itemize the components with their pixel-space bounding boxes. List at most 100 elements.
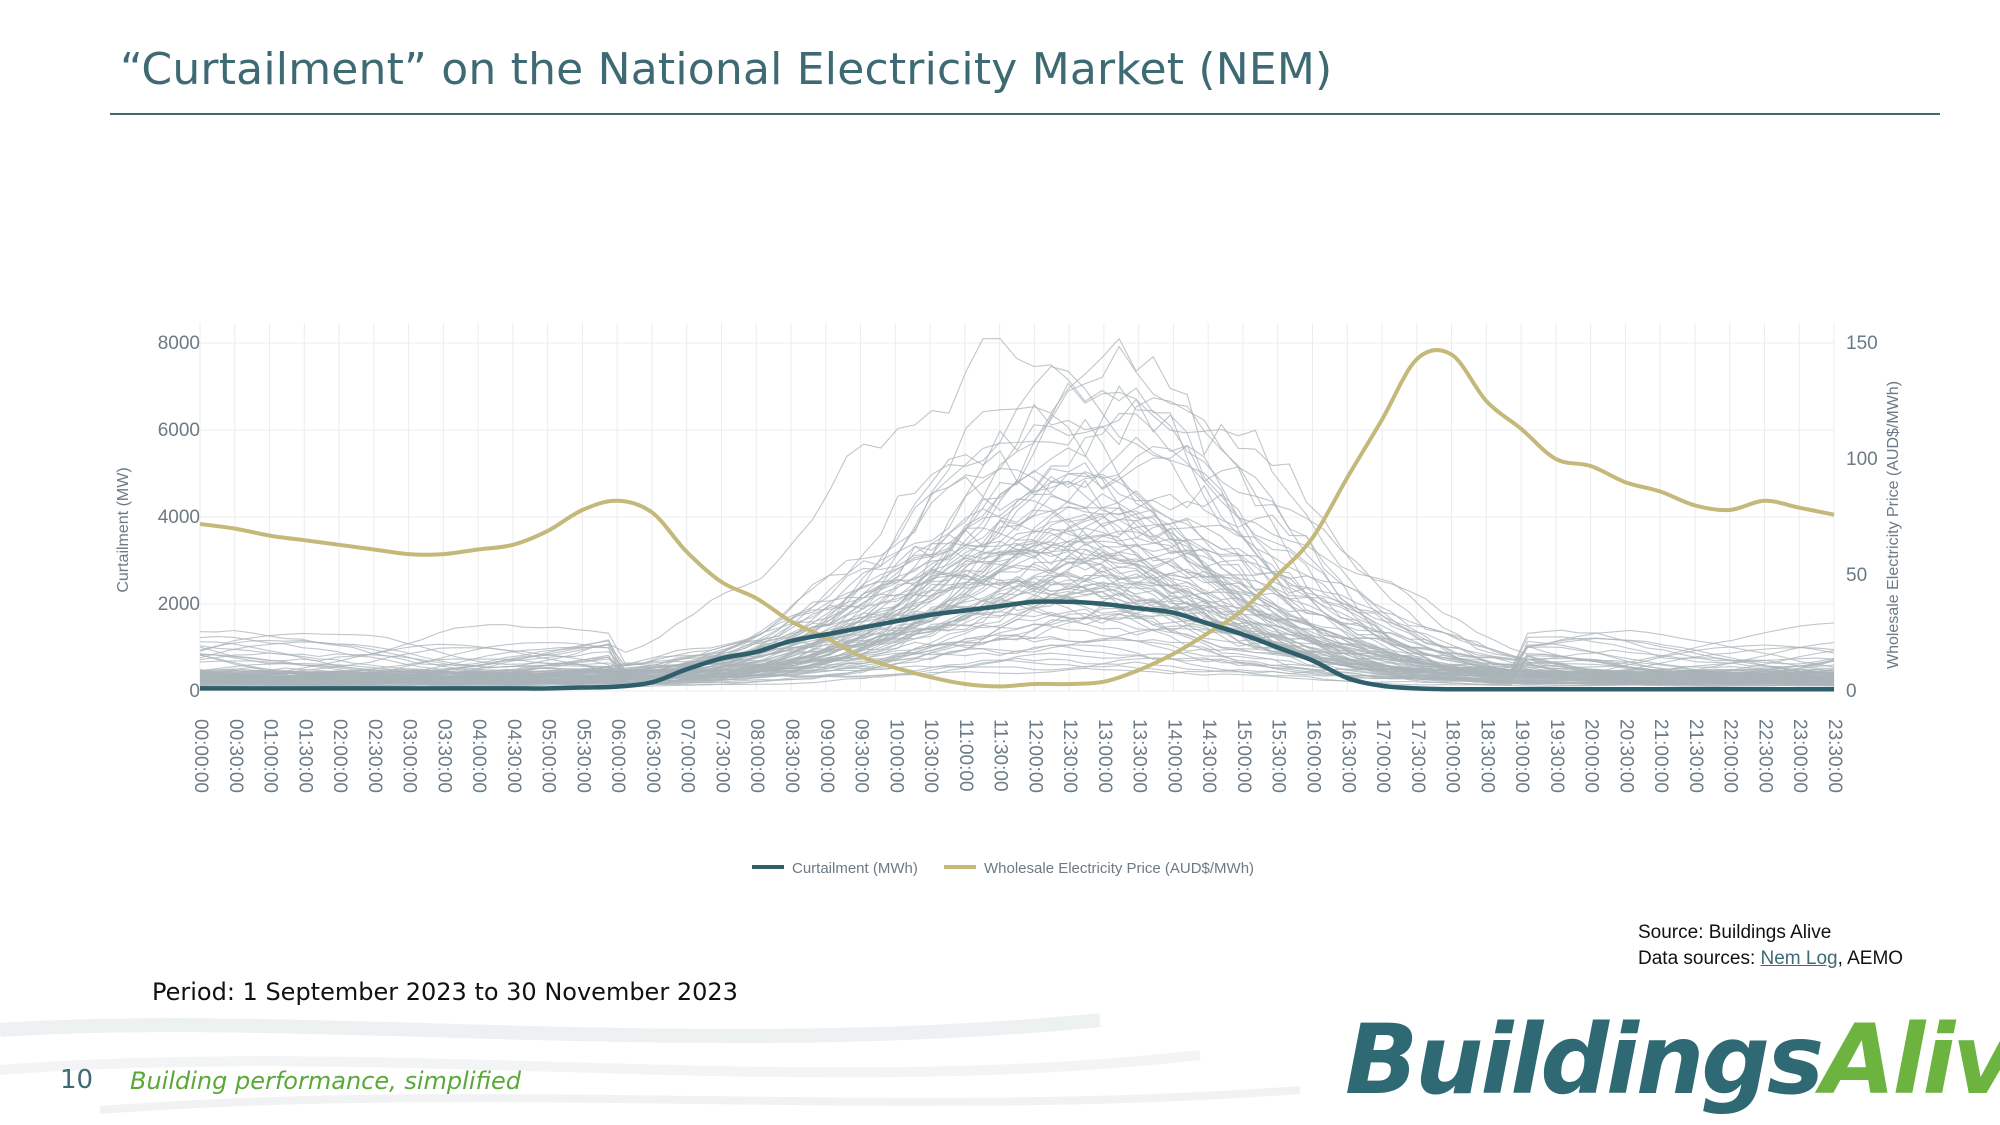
nem-log-link[interactable]: Nem Log (1760, 948, 1838, 969)
daily-curtailment-lines (199, 337, 1835, 688)
x-tick-label: 03:30:00 (433, 719, 454, 793)
y-left-tick-label: 8000 (158, 333, 200, 354)
legend-label-price: Wholesale Electricity Price (AUD$/MWh) (984, 860, 1254, 877)
daily-curtailment-line (199, 578, 1835, 679)
x-tick-label: 02:00:00 (329, 719, 350, 793)
daily-curtailment-line (199, 538, 1835, 686)
x-tick-label: 03:00:00 (399, 719, 420, 793)
slide-title: “Curtailment” on the National Electricit… (120, 44, 1333, 95)
curtailment-series-line (199, 599, 1834, 692)
x-tick-label: 12:00:00 (1024, 719, 1045, 793)
page-number: 10 (60, 1065, 94, 1095)
logo-word-buildings: Buildings (1345, 1004, 1824, 1116)
daily-curtailment-line (199, 549, 1835, 677)
x-tick-label: 05:00:00 (538, 719, 559, 793)
y-right-tick-label: 150 (1846, 333, 1878, 354)
x-tick-label: 17:30:00 (1407, 719, 1428, 793)
x-tick-label: 14:00:00 (1163, 719, 1184, 793)
x-tick-label: 11:30:00 (990, 719, 1011, 792)
footer-swoosh-decoration (0, 1013, 1301, 1114)
daily-curtailment-line (199, 587, 1835, 680)
price-series-line (199, 348, 1835, 689)
x-tick-label: 06:00:00 (607, 719, 628, 793)
daily-curtailment-line (199, 473, 1835, 682)
x-tick-label: 22:30:00 (1754, 719, 1775, 793)
chart-series (199, 348, 1835, 692)
x-tick-label: 12:30:00 (1059, 719, 1080, 793)
x-tick-label: 16:00:00 (1302, 719, 1323, 793)
x-tick-label: 08:00:00 (746, 719, 767, 793)
x-tick-label: 08:30:00 (781, 719, 802, 793)
x-tick-label: 21:30:00 (1685, 719, 1706, 793)
x-tick-label: 15:30:00 (1268, 719, 1289, 793)
x-tick-label: 22:00:00 (1720, 719, 1741, 793)
x-tick-label: 15:00:00 (1233, 719, 1254, 793)
data-sources-line: Data sources: Nem Log, AEMO (1638, 946, 1903, 972)
x-tick-label: 20:00:00 (1581, 719, 1602, 793)
x-tick-label: 04:30:00 (503, 719, 524, 793)
y-right-tick-label: 0 (1846, 681, 1857, 702)
x-tick-label: 10:30:00 (920, 719, 941, 793)
x-tick-label: 01:30:00 (294, 719, 315, 793)
x-tick-label: 00:30:00 (225, 719, 246, 793)
x-tick-label: 02:30:00 (364, 719, 385, 793)
x-tick-label: 10:00:00 (885, 719, 906, 793)
x-tick-label: 19:00:00 (1511, 719, 1532, 793)
x-tick-label: 18:00:00 (1442, 719, 1463, 793)
x-tick-label: 23:30:00 (1824, 719, 1845, 793)
daily-curtailment-line (199, 479, 1835, 687)
daily-curtailment-line (199, 657, 1835, 688)
source-block: Source: Buildings Alive Data sources: Ne… (1638, 920, 1903, 972)
y-left-tick-label: 0 (189, 681, 200, 702)
x-tick-label: 19:30:00 (1546, 719, 1567, 793)
right-axis-label: Wholesale Electricity Price (AUD$/MWh) (1885, 381, 1902, 669)
x-tick-label: 13:00:00 (1094, 719, 1115, 793)
y-left-tick-label: 4000 (158, 507, 200, 528)
x-tick-label: 13:30:00 (1129, 719, 1150, 793)
tagline: Building performance, simplified (130, 1067, 521, 1095)
daily-curtailment-line (199, 557, 1835, 683)
left-axis-label: Curtailment (MW) (115, 467, 132, 592)
x-tick-label: 04:00:00 (468, 719, 489, 793)
curtailment-chart: 0 2000 4000 6000 8000 0 50 100 150 00:00:00 00:30:… (115, 323, 1902, 877)
x-tick-label: 23:00:00 (1789, 719, 1810, 793)
logo-word-alive: Alive (1821, 1004, 2000, 1116)
data-sources-suffix: , AEMO (1837, 948, 1904, 969)
x-tick-label: 05:30:00 (572, 719, 593, 793)
x-tick-label: 17:00:00 (1372, 719, 1393, 793)
y-right-tick-label: 100 (1846, 449, 1878, 470)
y-left-tick-label: 2000 (158, 594, 200, 615)
x-tick-label: 07:30:00 (711, 719, 732, 793)
daily-curtailment-line (199, 644, 1835, 676)
x-tick-label: 14:30:00 (1198, 719, 1219, 793)
x-tick-label: 11:00:00 (955, 719, 976, 792)
daily-curtailment-line (200, 509, 1835, 677)
daily-curtailment-line (199, 574, 1835, 684)
daily-curtailment-line (199, 517, 1835, 680)
x-tick-label: 07:00:00 (677, 719, 698, 793)
x-tick-label: 09:00:00 (816, 719, 837, 793)
data-sources-prefix: Data sources: (1638, 948, 1761, 969)
title-divider (110, 113, 1940, 115)
daily-curtailment-line (199, 607, 1835, 673)
daily-curtailment-line (199, 500, 1835, 678)
chart-legend[interactable]: Curtailment (MWh) Wholesale Electricity … (752, 860, 1254, 877)
x-tick-label: 06:30:00 (642, 719, 663, 793)
chart-axes: 0 2000 4000 6000 8000 0 50 100 150 00:00:00 00:30:… (158, 333, 1878, 793)
x-tick-label: 16:30:00 (1337, 719, 1358, 793)
x-tick-label: 09:30:00 (851, 719, 872, 793)
x-tick-label: 20:30:00 (1615, 719, 1636, 793)
x-tick-label: 18:30:00 (1476, 719, 1497, 793)
x-tick-label: 01:00:00 (260, 719, 281, 793)
x-tick-label: 21:00:00 (1650, 719, 1671, 793)
daily-curtailment-line (199, 552, 1835, 674)
source-line: Source: Buildings Alive (1638, 922, 1832, 943)
x-tick-label: 00:00:00 (190, 719, 211, 793)
daily-curtailment-line (199, 575, 1835, 683)
daily-curtailment-line (199, 563, 1835, 683)
y-left-tick-label: 6000 (158, 420, 200, 441)
period-text: Period: 1 September 2023 to 30 November … (152, 978, 738, 1006)
y-right-tick-label: 50 (1846, 565, 1867, 586)
legend-label-curtailment: Curtailment (MWh) (792, 860, 918, 877)
